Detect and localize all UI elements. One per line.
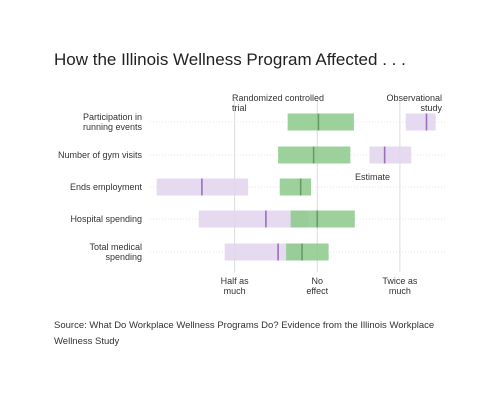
category-label-2: Number of gym visits [58, 150, 143, 160]
observational-range-bar-1 [405, 113, 436, 131]
rct-range-bar-5 [286, 243, 329, 261]
category-label-5: Total medical spending [89, 242, 142, 262]
observational-range-bar-5 [224, 243, 304, 261]
category-label-1: Participation in running events [83, 112, 143, 132]
tick-label-3: Twice as much [382, 276, 418, 296]
tick-label-2: No effect [306, 276, 328, 296]
tick-label-1: Half as much [221, 276, 250, 296]
rct-range-bar-3 [279, 178, 312, 196]
category-label-4: Hospital spending [70, 214, 142, 224]
annotation-observational: Observational study [386, 93, 442, 113]
rct-range-bar-1 [287, 113, 354, 131]
observational-range-bar-2 [369, 146, 412, 164]
chart-title: How the Illinois Wellness Program Affect… [54, 50, 406, 69]
rct-range-bar-4 [290, 210, 355, 228]
observational-range-bar-4 [198, 210, 309, 228]
category-label-3: Ends employment [70, 182, 143, 192]
annotation-rct: Randomized controlled trial [232, 93, 324, 113]
annotation-estimate: Estimate [355, 172, 390, 182]
source-note: Source: What Do Workplace Wellness Progr… [54, 320, 435, 347]
